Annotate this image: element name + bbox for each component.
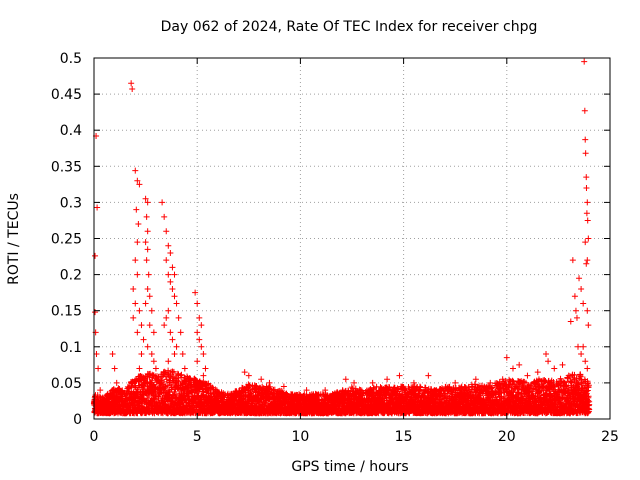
band-point	[164, 382, 171, 389]
band-point	[271, 386, 278, 393]
band-point	[174, 377, 181, 384]
band-point	[191, 376, 198, 383]
band-point	[204, 381, 211, 388]
band-point	[166, 387, 173, 394]
band-point	[188, 388, 195, 395]
data-points	[90, 58, 593, 417]
band-point	[161, 378, 168, 385]
band-point	[170, 368, 177, 375]
band-point	[152, 396, 159, 403]
grid-lines	[94, 58, 610, 419]
band-point	[152, 392, 159, 399]
band-point	[141, 382, 148, 389]
band-point	[178, 371, 185, 378]
chart-title: Day 062 of 2024, Rate Of TEC Index for r…	[161, 19, 538, 35]
